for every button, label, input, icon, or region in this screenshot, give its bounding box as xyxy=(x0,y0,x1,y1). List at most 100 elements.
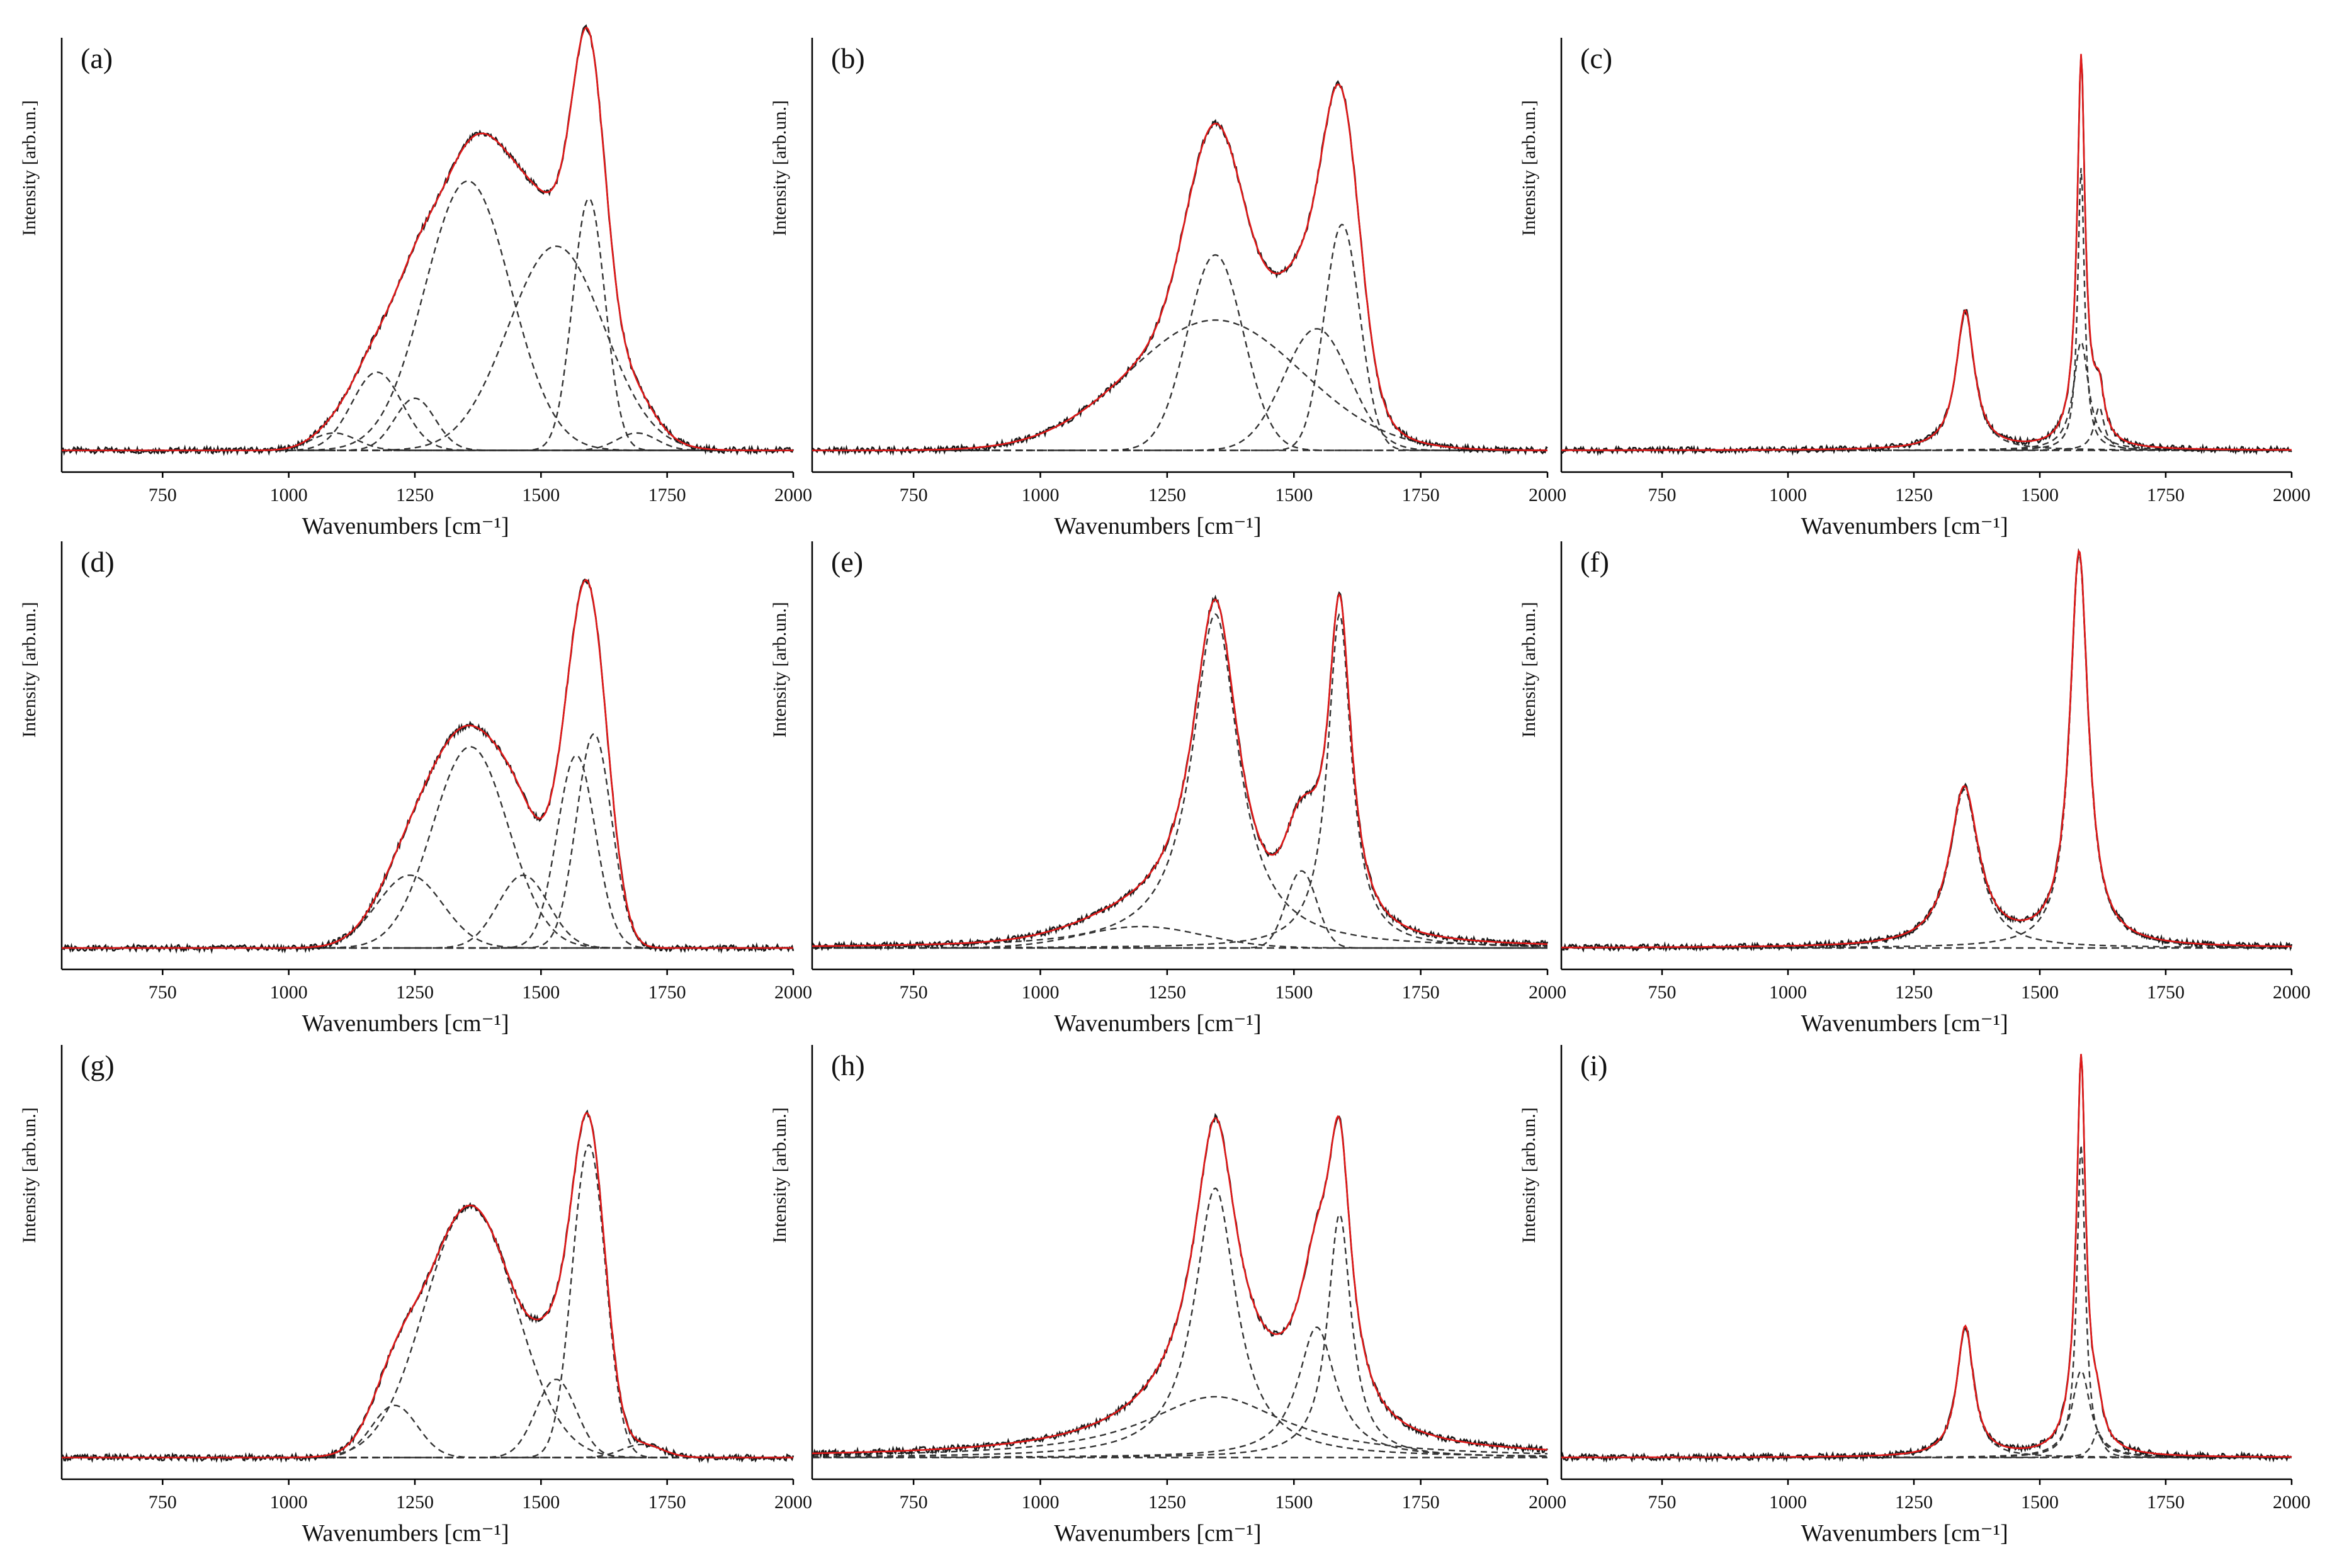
x-tick-label: 2000 xyxy=(774,485,812,505)
y-axis-title: Intensity [arb.un.] xyxy=(1519,602,1539,738)
y-axis-title: Intensity [arb.un.] xyxy=(19,602,40,738)
x-axis-title: Wavenumbers [cm⁻¹] xyxy=(1801,1010,2008,1037)
fit-envelope xyxy=(812,592,1547,947)
x-tick-label: 1750 xyxy=(1402,982,1440,1003)
component-peak-4 xyxy=(1561,405,2292,451)
fit-envelope xyxy=(1561,549,2292,949)
y-axis-title: Intensity [arb.un.] xyxy=(769,602,790,738)
x-tick-label: 1750 xyxy=(648,982,686,1003)
component-peak-5 xyxy=(62,245,793,451)
x-axis-title: Wavenumbers [cm⁻¹] xyxy=(302,513,509,539)
x-tick-label: 750 xyxy=(900,982,928,1003)
x-axis-title: Wavenumbers [cm⁻¹] xyxy=(1054,1010,1261,1037)
x-axis-title: Wavenumbers [cm⁻¹] xyxy=(302,1520,509,1547)
chart-panel-i: 750 1000 1250 1500 1750 2000 (i) Wavenumbers [c… xyxy=(1519,1045,2311,1547)
measured-spectrum xyxy=(61,578,795,954)
component-peak-2 xyxy=(1561,1144,2292,1458)
chart-panel-f: 750 1000 1250 1500 1750 2000 (f) Wavenumbers [c… xyxy=(1519,541,2311,1037)
x-tick-label: 1250 xyxy=(1895,982,1933,1003)
y-axis-title: Intensity [arb.un.] xyxy=(19,1107,40,1243)
fit-envelope xyxy=(812,1115,1548,1455)
panel-label: (b) xyxy=(831,42,865,74)
x-tick-label: 2000 xyxy=(774,982,812,1003)
panel-label: (h) xyxy=(831,1049,865,1081)
fit-envelope xyxy=(62,26,793,451)
measured-spectrum xyxy=(1560,1054,2292,1463)
component-peak-2 xyxy=(62,371,793,451)
component-peak-4 xyxy=(812,613,1547,949)
y-axis-title: Intensity [arb.un.] xyxy=(19,100,40,236)
component-peak-3 xyxy=(1561,1369,2292,1458)
x-axis-title: Wavenumbers [cm⁻¹] xyxy=(1801,1520,2008,1547)
component-peak-4 xyxy=(812,223,1547,451)
x-tick-label: 2000 xyxy=(2273,485,2311,505)
panel-label: (d) xyxy=(81,546,115,578)
component-peak-3 xyxy=(1561,340,2292,451)
x-tick-label: 1250 xyxy=(1148,485,1186,505)
x-tick-label: 750 xyxy=(1648,982,1677,1003)
component-peak-2 xyxy=(1561,553,2292,949)
x-tick-label: 2000 xyxy=(2273,982,2311,1003)
x-tick-label: 1250 xyxy=(396,982,434,1003)
x-tick-label: 750 xyxy=(1648,485,1677,505)
panel-label: (c) xyxy=(1580,42,1612,74)
chart-panel-b: 750 1000 1250 1500 1750 2000 (b) Wavenumbers [c… xyxy=(769,38,1566,539)
x-tick-label: 2000 xyxy=(1529,485,1566,505)
chart-panel-d: 750 1000 1250 1500 1750 2000 (d) Wavenumbers [c… xyxy=(19,541,812,1037)
x-axis-title: Wavenumbers [cm⁻¹] xyxy=(1054,513,1261,539)
x-tick-label: 1000 xyxy=(270,1492,308,1513)
x-tick-label: 1250 xyxy=(1148,982,1186,1003)
x-tick-label: 750 xyxy=(149,982,177,1003)
component-peak-4 xyxy=(62,754,793,949)
component-peak-2 xyxy=(1561,167,2292,451)
x-tick-label: 1500 xyxy=(1275,982,1313,1003)
y-axis-title: Intensity [arb.un.] xyxy=(769,1107,790,1243)
y-axis-title: Intensity [arb.un.] xyxy=(1519,1107,1539,1243)
fit-envelope xyxy=(62,1112,793,1458)
x-tick-label: 1000 xyxy=(1021,485,1059,505)
component-peak-4 xyxy=(812,1213,1547,1458)
y-axis-title: Intensity [arb.un.] xyxy=(769,100,790,236)
x-tick-label: 1500 xyxy=(1275,485,1313,505)
x-tick-label: 1750 xyxy=(2147,485,2185,505)
x-tick-label: 1750 xyxy=(1402,485,1440,505)
x-tick-label: 750 xyxy=(1648,1492,1677,1513)
component-peak-3 xyxy=(812,328,1547,451)
x-tick-label: 1750 xyxy=(1402,1492,1440,1513)
chart-svg: 750 1000 1250 1500 1750 2000 (e) Wavenumbers [c… xyxy=(769,541,1566,1037)
x-axis-title: Wavenumbers [cm⁻¹] xyxy=(1054,1520,1261,1547)
chart-svg: 750 1000 1250 1500 1750 2000 (b) Wavenumbers [c… xyxy=(769,38,1566,539)
x-tick-label: 1250 xyxy=(396,1492,434,1513)
chart-svg: 750 1000 1250 1500 1750 2000 (f) Wavenumbers [c… xyxy=(1519,541,2311,1037)
x-tick-label: 1250 xyxy=(396,485,434,505)
component-peak-1 xyxy=(1561,1326,2292,1458)
measured-spectrum xyxy=(1561,548,2293,953)
component-peak-2 xyxy=(812,613,1547,947)
chart-svg: 750 1000 1250 1500 1750 2000 (i) Wavenumbers [c… xyxy=(1519,1045,2311,1547)
x-tick-label: 1500 xyxy=(2021,1492,2059,1513)
chart-panel-e: 750 1000 1250 1500 1750 2000 (e) Wavenumbers [c… xyxy=(769,541,1566,1037)
panel-label: (g) xyxy=(81,1049,115,1081)
component-peak-1 xyxy=(62,1404,793,1458)
x-tick-label: 1750 xyxy=(648,1492,686,1513)
component-peak-1 xyxy=(1561,310,2292,451)
component-peak-1 xyxy=(812,254,1547,451)
x-tick-label: 1000 xyxy=(1021,982,1059,1003)
chart-panel-h: 750 1000 1250 1500 1750 2000 (h) Wavenumbers [c… xyxy=(769,1045,1566,1547)
chart-svg: 750 1000 1250 1500 1750 2000 (g) Wavenumbers [c… xyxy=(19,1045,812,1547)
fit-envelope xyxy=(812,83,1547,451)
x-tick-label: 750 xyxy=(900,485,928,505)
chart-svg: 750 1000 1250 1500 1750 2000 (a) Wavenumbers [c… xyxy=(19,24,812,539)
component-peak-1 xyxy=(62,874,793,949)
x-tick-label: 750 xyxy=(900,1492,928,1513)
x-tick-label: 2000 xyxy=(774,1492,812,1513)
x-tick-label: 2000 xyxy=(1529,1492,1566,1513)
x-tick-label: 1500 xyxy=(522,485,560,505)
component-peak-3 xyxy=(62,1379,793,1458)
x-tick-label: 1500 xyxy=(2021,485,2059,505)
panel-label: (i) xyxy=(1580,1049,1607,1081)
x-tick-label: 1000 xyxy=(270,982,308,1003)
x-tick-label: 1750 xyxy=(2147,982,2185,1003)
x-tick-label: 750 xyxy=(149,1492,177,1513)
